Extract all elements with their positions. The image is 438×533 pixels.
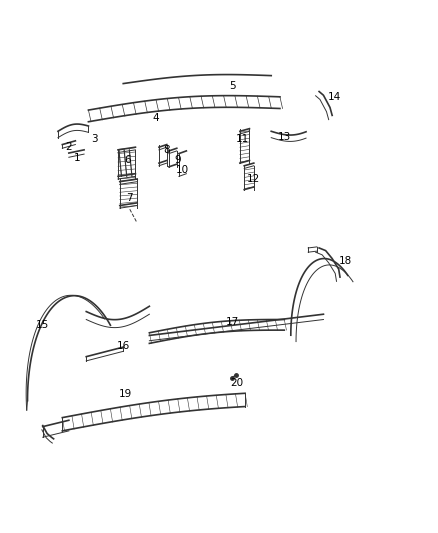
Text: 16: 16 (117, 341, 130, 351)
Text: 17: 17 (226, 317, 239, 327)
Text: 2: 2 (66, 142, 72, 152)
Text: 10: 10 (176, 165, 189, 175)
Text: 5: 5 (229, 81, 235, 91)
Text: 14: 14 (328, 92, 341, 102)
Text: 6: 6 (124, 156, 131, 165)
Text: 8: 8 (163, 145, 170, 155)
Text: 7: 7 (127, 192, 133, 203)
Text: 18: 18 (339, 256, 352, 266)
Text: 13: 13 (278, 132, 291, 142)
Text: 12: 12 (247, 174, 261, 184)
Text: 20: 20 (230, 378, 243, 388)
Text: 1: 1 (74, 153, 81, 163)
Text: 11: 11 (237, 134, 250, 144)
Text: 3: 3 (92, 134, 98, 144)
Text: 9: 9 (174, 156, 181, 165)
Text: 19: 19 (119, 389, 132, 399)
Text: 4: 4 (152, 113, 159, 123)
Text: 15: 15 (36, 320, 49, 330)
